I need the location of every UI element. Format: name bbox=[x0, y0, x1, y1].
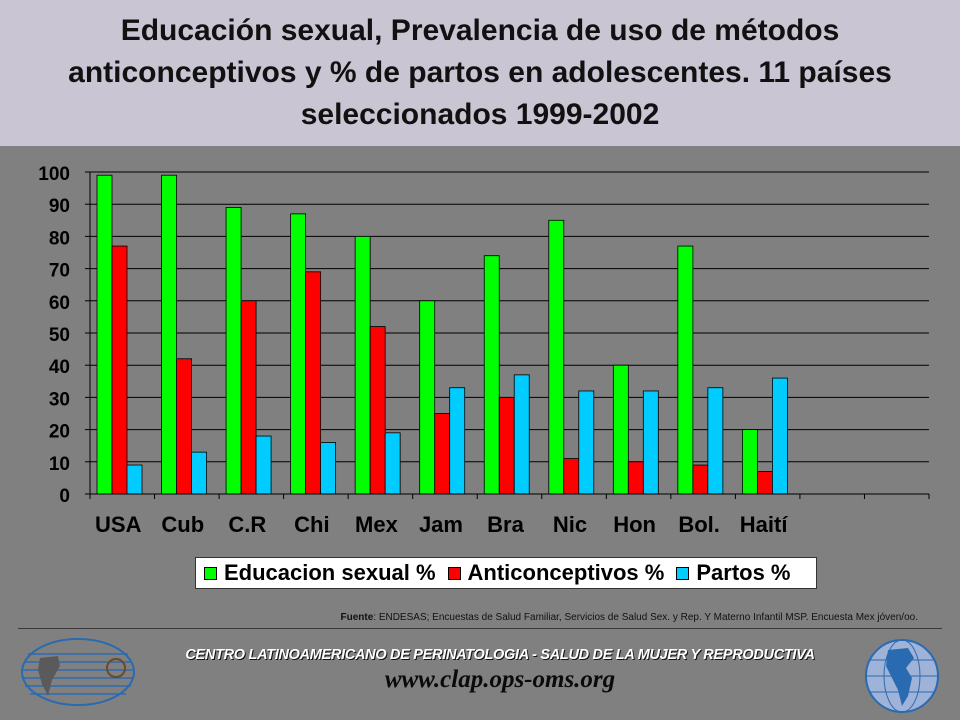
bar-partos bbox=[126, 464, 143, 495]
legend-label-educacion: Educacion sexual % bbox=[224, 560, 436, 585]
y-tick-label: 30 bbox=[49, 389, 70, 410]
bar-anticonceptivos bbox=[627, 461, 644, 495]
x-tick-label: Chi bbox=[294, 512, 329, 537]
y-tick-label: 60 bbox=[49, 293, 70, 314]
source-label: Fuente bbox=[340, 612, 374, 623]
chart-title-line-3: seleccionados 1999-2002 bbox=[300, 98, 660, 131]
x-tick-label: Cub bbox=[161, 512, 204, 537]
bar-anticonceptivos bbox=[305, 271, 322, 495]
legend-swatch-anticonceptivos bbox=[447, 566, 461, 580]
bars bbox=[96, 174, 788, 495]
bar-educacion bbox=[741, 429, 758, 495]
bar-educacion bbox=[354, 235, 371, 495]
bar-partos bbox=[513, 374, 530, 495]
bar-educacion bbox=[290, 213, 307, 495]
x-tick-label: Haití bbox=[740, 512, 789, 537]
y-axis-ticks: 0 10 20 30 40 50 60 70 80 90 100 bbox=[38, 164, 70, 507]
clap-logo-icon bbox=[21, 638, 135, 706]
bar-anticonceptivos bbox=[176, 358, 192, 495]
legend-label-partos: Partos % bbox=[696, 560, 791, 585]
bar-partos bbox=[449, 387, 466, 495]
bar-educacion bbox=[96, 174, 113, 495]
bar-anticonceptivos bbox=[434, 413, 451, 495]
x-tick-label: Hon bbox=[613, 512, 656, 537]
source-text: : ENDESAS; Encuestas de Salud Familiar, … bbox=[373, 612, 918, 623]
x-tick-label: Jam bbox=[419, 512, 463, 537]
x-tick-label: USA bbox=[95, 512, 142, 537]
bar-educacion bbox=[225, 207, 242, 495]
bar-partos bbox=[578, 390, 595, 495]
bar-partos bbox=[255, 435, 272, 495]
bar-educacion bbox=[677, 245, 694, 495]
x-tick-label: C.R bbox=[228, 512, 266, 537]
y-tick-label: 90 bbox=[49, 196, 70, 217]
legend-item-anticonceptivos: Anticonceptivos % bbox=[447, 560, 665, 586]
bar-anticonceptivos bbox=[111, 245, 128, 495]
bar-anticonceptivos bbox=[240, 300, 257, 495]
bar-partos bbox=[384, 432, 401, 495]
bar-anticonceptivos bbox=[563, 458, 580, 495]
bar-anticonceptivos bbox=[498, 396, 515, 495]
y-tick-label: 50 bbox=[49, 325, 70, 346]
y-tick-label: 70 bbox=[49, 261, 70, 282]
bar-educacion bbox=[548, 219, 565, 495]
x-tick-label: Nic bbox=[553, 512, 587, 537]
bar-chart: 0 10 20 30 40 50 60 70 80 90 100 USA Cub C.R Chi Mex Ja… bbox=[38, 164, 930, 537]
bar-partos bbox=[191, 451, 207, 495]
legend-label-anticonceptivos: Anticonceptivos % bbox=[467, 560, 665, 585]
organization-name: CENTRO LATINOAMERICANO DE PERINATOLOGIA … bbox=[185, 647, 815, 663]
y-tick-label: 80 bbox=[49, 228, 70, 249]
y-tick-label: 100 bbox=[38, 164, 70, 185]
bar-anticonceptivos bbox=[692, 464, 709, 495]
source-note: Fuente: ENDESAS; Encuestas de Salud Fami… bbox=[60, 612, 918, 623]
x-tick-label: Mex bbox=[355, 512, 399, 537]
website-link[interactable]: www.clap.ops-oms.org bbox=[384, 666, 616, 693]
footer-divider bbox=[18, 628, 942, 629]
y-tick-label: 0 bbox=[59, 486, 70, 507]
x-tick-label: Bol. bbox=[678, 512, 720, 537]
y-tick-label: 20 bbox=[49, 422, 70, 443]
x-tick-label: Bra bbox=[487, 512, 524, 537]
bar-anticonceptivos bbox=[756, 471, 773, 495]
chart-legend: Educacion sexual % Anticonceptivos % Par… bbox=[195, 557, 817, 589]
chart-title-line-1: Educación sexual, Prevalencia de uso de … bbox=[120, 14, 840, 47]
legend-item-educacion: Educacion sexual % bbox=[204, 560, 436, 586]
bar-educacion bbox=[612, 364, 629, 495]
chart-title-line-2: anticonceptivos y % de partos en adolesc… bbox=[68, 56, 892, 89]
axes bbox=[89, 172, 929, 495]
y-tick-label: 40 bbox=[49, 357, 70, 378]
bar-educacion bbox=[483, 255, 500, 495]
legend-item-partos: Partos % bbox=[676, 560, 791, 586]
legend-swatch-partos bbox=[676, 566, 690, 580]
chart-title: Educación sexual, Prevalencia de uso de … bbox=[20, 10, 940, 136]
bar-partos bbox=[771, 377, 788, 495]
bar-partos bbox=[707, 387, 724, 495]
y-tick-label: 10 bbox=[49, 454, 70, 475]
x-axis-ticks: USA Cub C.R Chi Mex Jam Bra Nic Hon Bol. Haití bbox=[89, 494, 930, 537]
bar-partos bbox=[642, 390, 659, 495]
globe-logo-icon bbox=[865, 639, 939, 713]
legend-swatch-educacion bbox=[204, 566, 217, 580]
title-banner: Educación sexual, Prevalencia de uso de … bbox=[0, 0, 960, 146]
bar-educacion bbox=[419, 300, 436, 495]
bar-partos bbox=[320, 442, 337, 495]
bar-anticonceptivos bbox=[369, 326, 386, 495]
bar-educacion bbox=[161, 174, 177, 495]
